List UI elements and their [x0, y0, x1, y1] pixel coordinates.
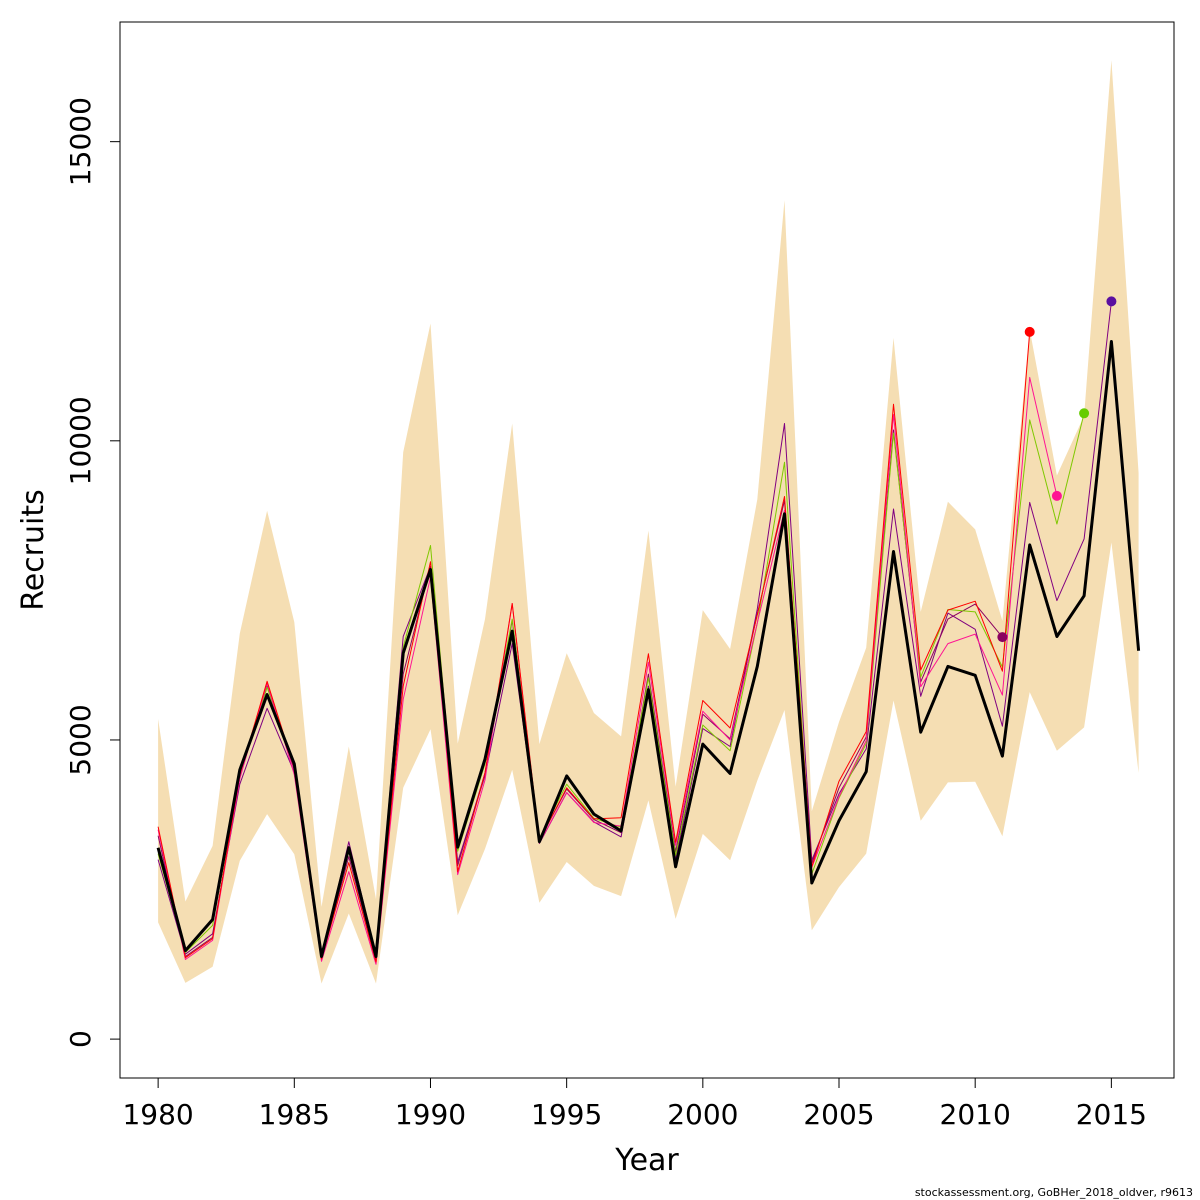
y-tick-label-10000: 10000: [64, 396, 97, 485]
endpoint-marker-2012: [1024, 326, 1035, 337]
y-tick-label-15000: 15000: [64, 97, 97, 186]
x-tick-label-1980: 1980: [122, 1098, 193, 1131]
x-tick-label-2015: 2015: [1076, 1098, 1147, 1131]
x-axis: 1980 1985 1990 1995 2000 2005 2010 2015: [122, 1077, 1147, 1131]
endpoint-marker-2015: [1106, 296, 1117, 307]
endpoint-marker-2013: [1051, 490, 1062, 501]
endpoint-marker-2014: [1079, 408, 1090, 419]
series-line-0: [156, 340, 1141, 958]
y-axis: 0 5000 10000 15000: [64, 97, 121, 1048]
x-tick-label-1985: 1985: [259, 1098, 330, 1131]
y-axis-title: Recruits: [16, 489, 51, 611]
y-tick-label-5000: 5000: [64, 704, 97, 775]
y-tick-label-0: 0: [64, 1030, 97, 1048]
confidence-band-layer: [158, 60, 1139, 984]
confidence-band: [158, 60, 1139, 984]
endpoint-layer: [997, 296, 1117, 643]
x-tick-label-2005: 2005: [803, 1098, 874, 1131]
x-tick-label-1990: 1990: [395, 1098, 466, 1131]
x-axis-title: Year: [614, 1143, 679, 1178]
endpoint-marker-2011: [997, 632, 1008, 643]
x-tick-label-2010: 2010: [940, 1098, 1011, 1131]
x-tick-label-2000: 2000: [667, 1098, 738, 1131]
footer-credit: stockassessment.org, GoBHer_2018_oldver,…: [915, 1186, 1193, 1199]
series-layer: [156, 301, 1141, 965]
x-tick-label-1995: 1995: [531, 1098, 602, 1131]
